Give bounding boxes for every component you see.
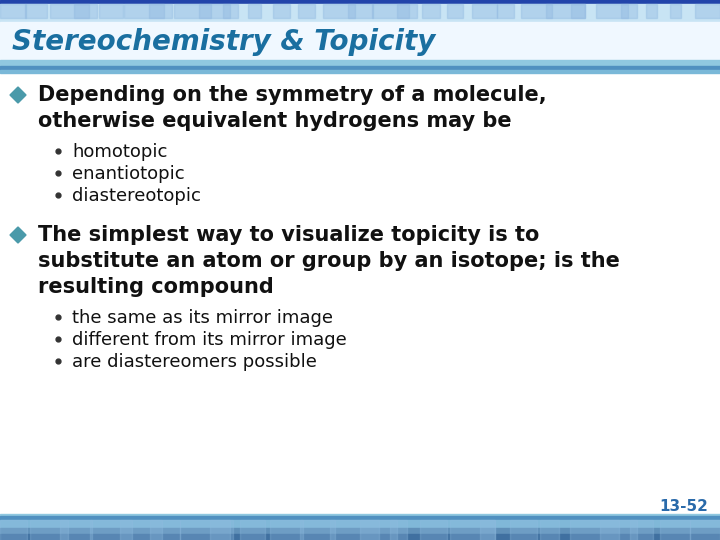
- Bar: [472, 4, 509, 18]
- Bar: [0, 514, 720, 516]
- Bar: [570, 520, 603, 540]
- Text: the same as its mirror image: the same as its mirror image: [72, 309, 333, 327]
- Bar: [0, 528, 720, 534]
- Bar: [0, 60, 720, 66]
- Bar: [174, 4, 204, 18]
- Bar: [60, 520, 103, 540]
- Bar: [397, 4, 415, 18]
- Text: enantiotopic: enantiotopic: [72, 165, 184, 183]
- Bar: [510, 520, 539, 540]
- Text: The simplest way to visualize topicity is to: The simplest way to visualize topicity i…: [38, 225, 539, 245]
- Bar: [0, 520, 720, 528]
- Bar: [0, 22, 720, 66]
- Bar: [210, 520, 258, 540]
- Bar: [300, 520, 349, 540]
- Text: diastereotopic: diastereotopic: [72, 187, 201, 205]
- Text: substitute an atom or group by an isotope; is the: substitute an atom or group by an isotop…: [38, 251, 620, 271]
- Text: resulting compound: resulting compound: [38, 277, 274, 297]
- Bar: [390, 520, 432, 540]
- Bar: [180, 520, 215, 540]
- Bar: [270, 520, 302, 540]
- Bar: [149, 4, 160, 18]
- Bar: [124, 4, 143, 18]
- Bar: [0, 520, 30, 540]
- Text: Stereochemistry & Topicity: Stereochemistry & Topicity: [12, 28, 436, 56]
- Bar: [646, 4, 675, 18]
- Bar: [600, 520, 620, 540]
- Text: Depending on the symmetry of a molecule,: Depending on the symmetry of a molecule,: [38, 85, 546, 105]
- Text: 13-52: 13-52: [659, 499, 708, 514]
- Text: otherwise equivalent hydrogens may be: otherwise equivalent hydrogens may be: [38, 111, 512, 131]
- Bar: [99, 4, 114, 18]
- Bar: [74, 4, 107, 18]
- Bar: [621, 4, 647, 18]
- Bar: [348, 4, 366, 18]
- Bar: [248, 4, 267, 18]
- Polygon shape: [10, 87, 26, 103]
- Bar: [450, 520, 483, 540]
- Bar: [422, 4, 462, 18]
- Bar: [360, 520, 402, 540]
- Bar: [0, 516, 720, 520]
- Bar: [240, 520, 258, 540]
- Bar: [521, 4, 542, 18]
- Bar: [298, 4, 329, 18]
- Bar: [690, 520, 720, 540]
- Bar: [0, 0, 720, 4]
- Bar: [30, 520, 69, 540]
- Bar: [0, 66, 720, 70]
- Bar: [120, 520, 164, 540]
- Bar: [696, 4, 705, 18]
- Bar: [420, 520, 461, 540]
- Bar: [0, 534, 720, 540]
- Bar: [330, 520, 377, 540]
- Bar: [273, 4, 312, 18]
- Bar: [150, 520, 188, 540]
- Text: homotopic: homotopic: [72, 143, 167, 161]
- Bar: [480, 520, 525, 540]
- Bar: [372, 4, 399, 18]
- Text: are diastereomers possible: are diastereomers possible: [72, 353, 317, 371]
- Bar: [90, 520, 110, 540]
- Bar: [24, 4, 54, 18]
- Bar: [630, 520, 671, 540]
- Bar: [323, 4, 363, 18]
- Bar: [223, 4, 240, 18]
- Bar: [497, 4, 518, 18]
- Bar: [596, 4, 619, 18]
- Bar: [571, 4, 582, 18]
- Bar: [0, 70, 720, 73]
- Bar: [540, 520, 572, 540]
- Bar: [199, 4, 224, 18]
- Bar: [660, 520, 706, 540]
- Bar: [670, 4, 683, 18]
- Bar: [0, 4, 720, 22]
- Bar: [50, 4, 85, 18]
- Text: different from its mirror image: different from its mirror image: [72, 331, 347, 349]
- Bar: [546, 4, 557, 18]
- Bar: [0, 4, 30, 18]
- Polygon shape: [10, 227, 26, 243]
- Bar: [447, 4, 482, 18]
